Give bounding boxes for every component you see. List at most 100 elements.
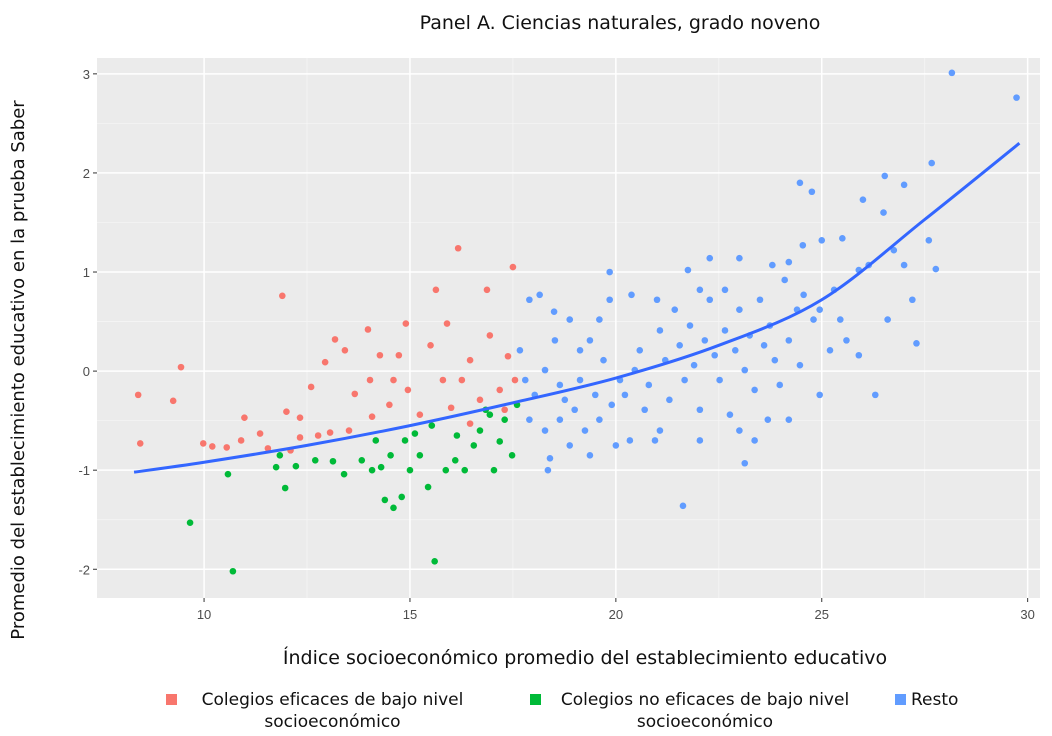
point: [402, 320, 410, 327]
point: [606, 296, 613, 304]
point: [711, 351, 718, 359]
point: [690, 361, 698, 369]
point: [810, 316, 817, 323]
point: [404, 386, 412, 394]
point: [223, 444, 231, 451]
point: [314, 432, 322, 439]
point: [341, 346, 349, 354]
point: [771, 356, 779, 364]
point: [799, 241, 807, 249]
point: [443, 320, 451, 327]
point: [808, 188, 816, 196]
point: [581, 427, 589, 434]
point: [329, 457, 337, 465]
point: [541, 427, 549, 434]
y-tick-label: 0: [83, 364, 90, 379]
point: [1013, 94, 1020, 101]
point: [596, 316, 603, 323]
point: [428, 422, 436, 429]
point: [509, 263, 517, 271]
point: [345, 427, 353, 434]
point: [424, 483, 432, 491]
point: [586, 452, 594, 459]
point: [576, 346, 584, 354]
x-axis-label: Índice socioeconómico promedio del estab…: [283, 646, 887, 669]
point: [476, 396, 484, 404]
point: [501, 416, 508, 423]
y-tick-label: -2: [78, 562, 90, 577]
y-axis-label: Promedio del establecimiento educativo e…: [8, 100, 29, 640]
point: [442, 466, 450, 474]
point: [721, 286, 729, 294]
legend-label: Colegios no eficaces de bajo nivel socio…: [560, 690, 850, 732]
point: [466, 420, 474, 427]
point: [470, 442, 478, 449]
point: [279, 292, 286, 300]
point: [461, 466, 469, 474]
point: [351, 390, 359, 398]
point: [366, 376, 374, 384]
point: [909, 296, 916, 304]
point: [641, 406, 648, 414]
point: [496, 386, 504, 394]
point: [508, 452, 516, 459]
point: [199, 440, 207, 447]
legend-swatch: [166, 694, 177, 705]
point: [398, 493, 406, 501]
point: [696, 437, 704, 444]
point: [701, 337, 709, 344]
point: [390, 504, 397, 512]
point: [681, 376, 688, 384]
point: [586, 337, 594, 344]
point: [331, 336, 339, 343]
point: [843, 337, 850, 344]
point: [521, 376, 529, 384]
point: [836, 316, 844, 323]
point: [686, 322, 694, 329]
point: [368, 413, 376, 420]
grid: [97, 58, 1040, 598]
point: [751, 437, 758, 444]
x-tick-label: 10: [197, 607, 211, 622]
point: [432, 286, 440, 294]
point: [431, 558, 438, 565]
point: [913, 340, 920, 347]
point: [566, 316, 574, 323]
point: [416, 411, 424, 418]
point: [796, 361, 804, 369]
point: [526, 296, 533, 304]
point: [466, 356, 474, 364]
point: [566, 442, 574, 449]
point: [600, 356, 607, 364]
point: [855, 351, 863, 359]
point: [932, 265, 940, 273]
point: [264, 445, 272, 452]
point: [645, 381, 653, 389]
point: [636, 346, 644, 354]
point: [561, 396, 569, 404]
point: [626, 437, 634, 444]
point: [307, 383, 315, 391]
trend-line: [133, 142, 1021, 474]
point: [381, 496, 389, 504]
point: [881, 172, 889, 180]
chart-title: Panel A. Ciencias naturales, grado noven…: [420, 12, 821, 34]
point: [653, 296, 661, 304]
point: [358, 456, 366, 464]
point: [504, 352, 512, 360]
point: [716, 376, 723, 384]
point: [454, 244, 462, 252]
point: [621, 391, 629, 399]
point: [237, 437, 245, 444]
point: [368, 466, 376, 474]
point: [550, 308, 558, 315]
point: [486, 332, 494, 339]
point: [177, 363, 185, 371]
point: [447, 404, 455, 412]
point: [900, 261, 908, 269]
point: [656, 427, 664, 434]
point: [496, 438, 504, 445]
point: [628, 291, 635, 299]
